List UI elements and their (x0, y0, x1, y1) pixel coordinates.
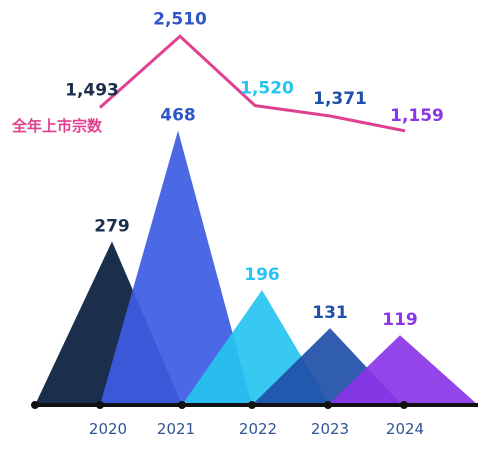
line-series-name: 全年上市宗数 (11, 117, 103, 135)
line-series: 1,493 2,510 1,520 1,371 1,159 (65, 9, 444, 133)
triangle-value-label: 131 (312, 303, 348, 323)
x-tick-label: 2022 (239, 420, 277, 438)
x-tick-label: 2023 (311, 420, 349, 438)
triangle-value-labels: 279 468 196 131 119 (94, 106, 418, 331)
line-value-label: 1,371 (313, 89, 367, 109)
x-tick-label: 2021 (157, 420, 195, 438)
x-tick-label: 2020 (89, 420, 127, 438)
x-axis-dot (324, 401, 332, 409)
x-axis-dot (178, 401, 186, 409)
x-tick-labels: 2020 2021 2022 2023 2024 (89, 420, 424, 438)
x-tick-label: 2024 (386, 420, 424, 438)
x-axis-dot (31, 401, 39, 409)
line-value-label: 1,493 (65, 80, 119, 100)
x-axis-dot (96, 401, 104, 409)
x-axis-dot (400, 401, 408, 409)
line-series-path (99, 34, 406, 133)
triangle-2021 (100, 130, 252, 405)
line-value-label: 1,159 (390, 106, 444, 126)
triangle-value-label: 119 (382, 310, 418, 330)
line-value-label: 1,520 (240, 79, 294, 99)
x-axis-dot (248, 401, 256, 409)
triangle-series (35, 130, 478, 405)
triangle-2024 (328, 335, 478, 405)
triangle-value-label: 468 (160, 106, 196, 126)
triangle-value-label: 196 (244, 265, 280, 285)
triangle-value-label: 279 (94, 216, 130, 236)
x-axis (31, 401, 478, 409)
line-value-label: 2,510 (153, 9, 207, 29)
